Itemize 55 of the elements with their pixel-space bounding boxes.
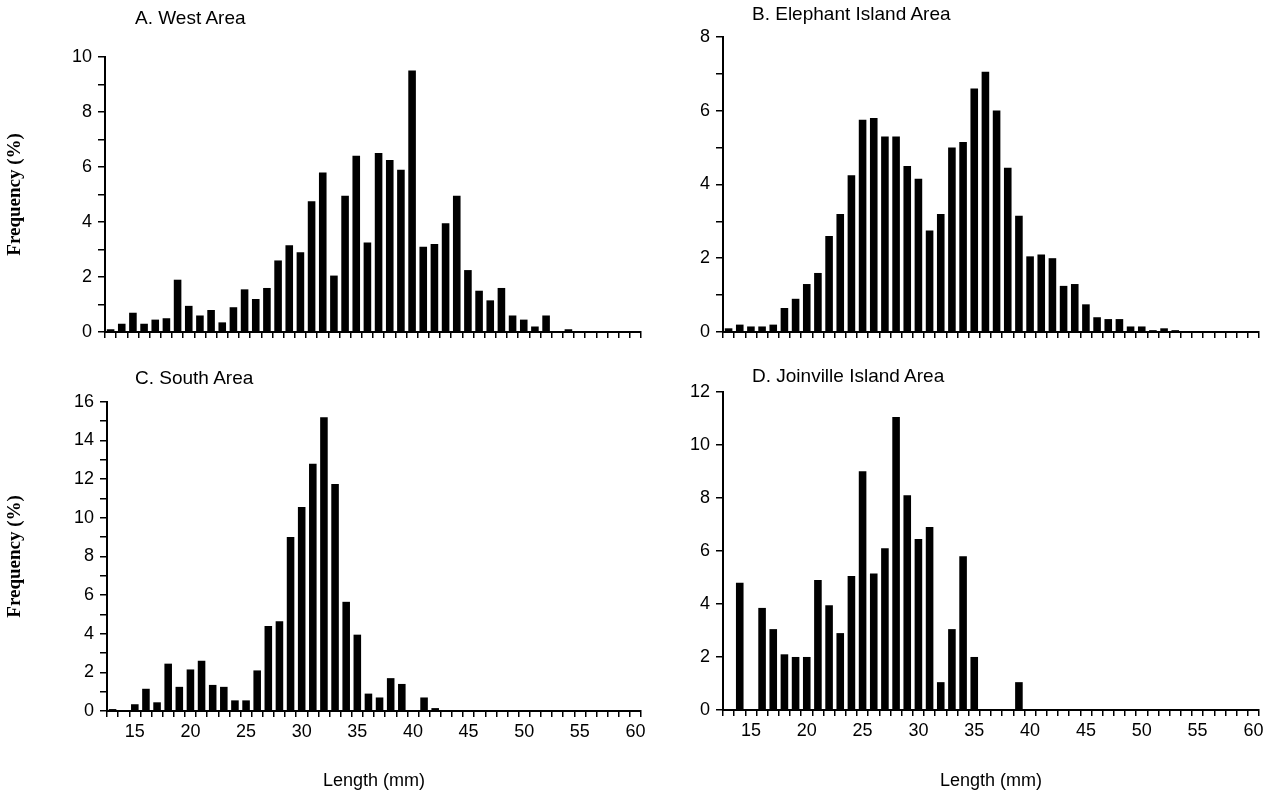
y-tick-label: 4 bbox=[83, 622, 94, 643]
y-tick-label: 16 bbox=[73, 390, 94, 411]
y-tick-label: 2 bbox=[699, 247, 710, 268]
x-tick-label: 15 bbox=[124, 720, 145, 741]
x-tick-label: 55 bbox=[1187, 719, 1208, 740]
y-axis-title: Frequency (%) bbox=[3, 133, 26, 256]
y-tick-label: 2 bbox=[699, 645, 710, 666]
y-tick-label: 10 bbox=[71, 45, 92, 66]
x-tick-label: 25 bbox=[236, 720, 257, 741]
y-tick-label: 2 bbox=[83, 661, 94, 682]
x-tick-label: 30 bbox=[291, 720, 312, 741]
x-tick-label: 45 bbox=[1075, 719, 1096, 740]
x-tick-label: 60 bbox=[625, 720, 646, 741]
y-axis-title: Frequency (%) bbox=[3, 495, 26, 618]
chart-title: A. West Area bbox=[135, 7, 246, 29]
chart-title: B. Elephant Island Area bbox=[752, 3, 951, 25]
y-tick-label: 6 bbox=[83, 584, 94, 605]
x-tick-label: 55 bbox=[569, 720, 590, 741]
y-tick-label: 12 bbox=[73, 468, 94, 489]
x-tick-label: 50 bbox=[1131, 719, 1152, 740]
y-tick-label: 8 bbox=[699, 25, 710, 46]
x-tick-label: 30 bbox=[908, 719, 929, 740]
y-tick-label: 0 bbox=[81, 320, 92, 341]
y-tick-label: 10 bbox=[689, 433, 710, 454]
y-tick-label: 4 bbox=[81, 210, 92, 231]
x-axis-title: Length (mm) bbox=[322, 770, 426, 791]
x-tick-label: 50 bbox=[514, 720, 535, 741]
y-tick-label: 4 bbox=[699, 592, 710, 613]
x-tick-label: 20 bbox=[180, 720, 201, 741]
y-tick-label: 6 bbox=[699, 99, 710, 120]
x-tick-label: 25 bbox=[852, 719, 873, 740]
x-tick-label: 35 bbox=[964, 719, 985, 740]
x-tick-label: 45 bbox=[458, 720, 479, 741]
y-tick-label: 8 bbox=[699, 486, 710, 507]
y-tick-label: 0 bbox=[699, 320, 710, 341]
x-axis-title: Length (mm) bbox=[939, 770, 1043, 791]
x-tick-label: 40 bbox=[402, 720, 423, 741]
y-tick-label: 4 bbox=[699, 173, 710, 194]
y-tick-label: 12 bbox=[689, 380, 710, 401]
y-tick-label: 6 bbox=[699, 539, 710, 560]
x-tick-label: 60 bbox=[1243, 719, 1264, 740]
y-tick-label: 6 bbox=[81, 155, 92, 176]
chart-title: C. South Area bbox=[135, 367, 254, 389]
x-tick-label: 35 bbox=[347, 720, 368, 741]
x-tick-label: 20 bbox=[796, 719, 817, 740]
y-tick-label: 14 bbox=[73, 429, 94, 450]
y-tick-label: 2 bbox=[81, 265, 92, 286]
y-tick-label: 0 bbox=[699, 698, 710, 719]
y-tick-label: 8 bbox=[83, 545, 94, 566]
x-tick-label: 40 bbox=[1020, 719, 1041, 740]
y-tick-label: 8 bbox=[81, 100, 92, 121]
y-tick-label: 0 bbox=[83, 699, 94, 720]
x-tick-label: 15 bbox=[740, 719, 761, 740]
chart-title: D. Joinville Island Area bbox=[752, 365, 945, 387]
y-tick-label: 10 bbox=[73, 506, 94, 527]
